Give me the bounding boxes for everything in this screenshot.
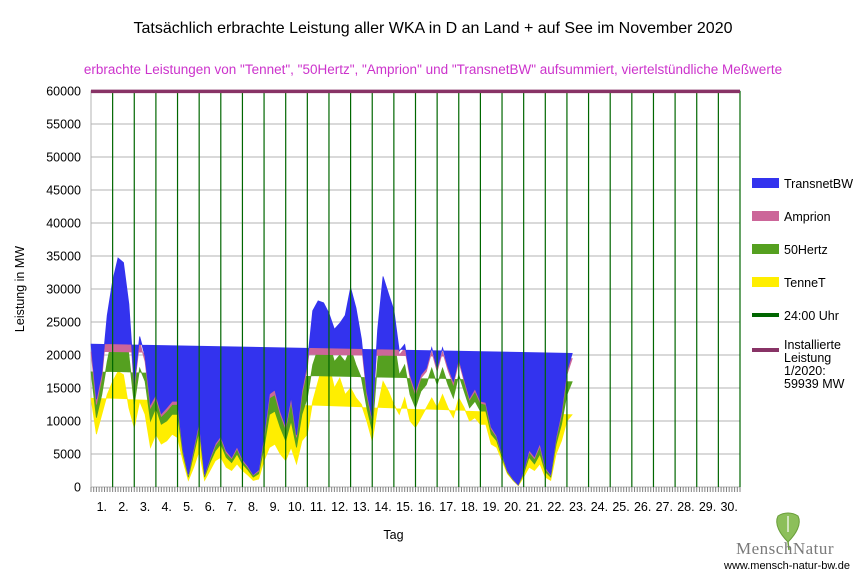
chart-subtitle: erbrachte Leistungen von "Tennet", "50He… xyxy=(83,62,783,77)
ginkgo-leaf-icon xyxy=(776,512,800,551)
y-tick-label: 25000 xyxy=(46,316,81,330)
y-tick-label: 40000 xyxy=(46,217,81,231)
x-tick-label: 5. xyxy=(183,500,193,514)
x-tick-label: 18. xyxy=(461,500,478,514)
y-tick-label: 15000 xyxy=(46,382,81,396)
x-tick-label: 11. xyxy=(310,500,326,514)
x-tick-label: 6. xyxy=(205,500,215,514)
x-tick-label: 20. xyxy=(504,500,521,514)
x-tick-label: 16. xyxy=(418,500,435,514)
x-tick-label: 23. xyxy=(569,500,586,514)
x-tick-label: 10. xyxy=(288,500,305,514)
legend-swatch xyxy=(752,348,779,352)
x-tick-label: 28. xyxy=(677,500,694,514)
legend-label: Amprion xyxy=(784,210,831,224)
legend-swatch xyxy=(752,211,779,221)
legend-label: TransnetBW xyxy=(784,177,853,191)
x-tick-label: 14. xyxy=(374,500,391,514)
x-tick-label: 17. xyxy=(439,500,456,514)
chart-title: Tatsächlich erbrachte Leistung aller WKA… xyxy=(133,20,733,37)
y-tick-label: 60000 xyxy=(46,85,81,99)
y-tick-label: 5000 xyxy=(53,448,81,462)
y-tick-label: 35000 xyxy=(46,250,81,264)
x-tick-label: 15. xyxy=(396,500,413,514)
legend-swatch xyxy=(752,313,779,317)
logo-name: MenschNatur xyxy=(736,539,835,558)
y-tick-label: 30000 xyxy=(46,283,81,297)
legend-label: 24:00 Uhr xyxy=(784,309,839,323)
x-tick-label: 24. xyxy=(591,500,608,514)
x-tick-label: 30. xyxy=(720,500,737,514)
ginkgo-leaf-stem xyxy=(787,541,790,551)
x-tick-label: 25. xyxy=(612,500,629,514)
x-tick-label: 13. xyxy=(353,500,370,514)
x-axis-label: Tag xyxy=(383,528,403,542)
x-tick-label: 26. xyxy=(634,500,651,514)
x-tick-label: 9. xyxy=(270,500,280,514)
x-tick-label: 27. xyxy=(656,500,673,514)
x-tick-label: 22. xyxy=(547,500,564,514)
x-minor-ticks xyxy=(90,487,741,492)
y-tick-label: 45000 xyxy=(46,184,81,198)
x-tick-label: 4. xyxy=(161,500,171,514)
area-series-transnetbw xyxy=(90,257,573,486)
y-tick-label: 55000 xyxy=(46,118,81,132)
logo-url: www.mensch-natur-bw.de xyxy=(724,560,850,572)
legend-swatch xyxy=(752,244,779,254)
x-tick-label: 8. xyxy=(248,500,258,514)
x-tick-label: 1. xyxy=(97,500,107,514)
x-tick-label: 7. xyxy=(226,500,236,514)
legend-label: Installierte Leistung 1/2020: 59939 MW xyxy=(784,338,845,391)
x-tick-label: 29. xyxy=(699,500,716,514)
x-tick-label: 3. xyxy=(140,500,150,514)
legend-label: 50Hertz xyxy=(784,243,828,257)
x-tick-label: 19. xyxy=(483,500,500,514)
y-tick-label: 20000 xyxy=(46,349,81,363)
y-tick-label: 0 xyxy=(74,481,81,495)
y-axis-label: Leistung in MW xyxy=(13,246,27,332)
y-tick-label: 50000 xyxy=(46,151,81,165)
x-tick-label: 12. xyxy=(331,500,348,514)
y-tick-label: 10000 xyxy=(46,415,81,429)
x-tick-label: 21. xyxy=(526,500,543,514)
legend-label: TenneT xyxy=(784,276,826,290)
legend-swatch xyxy=(752,277,779,287)
legend-swatch xyxy=(752,178,779,188)
x-tick-label: 2. xyxy=(118,500,128,514)
